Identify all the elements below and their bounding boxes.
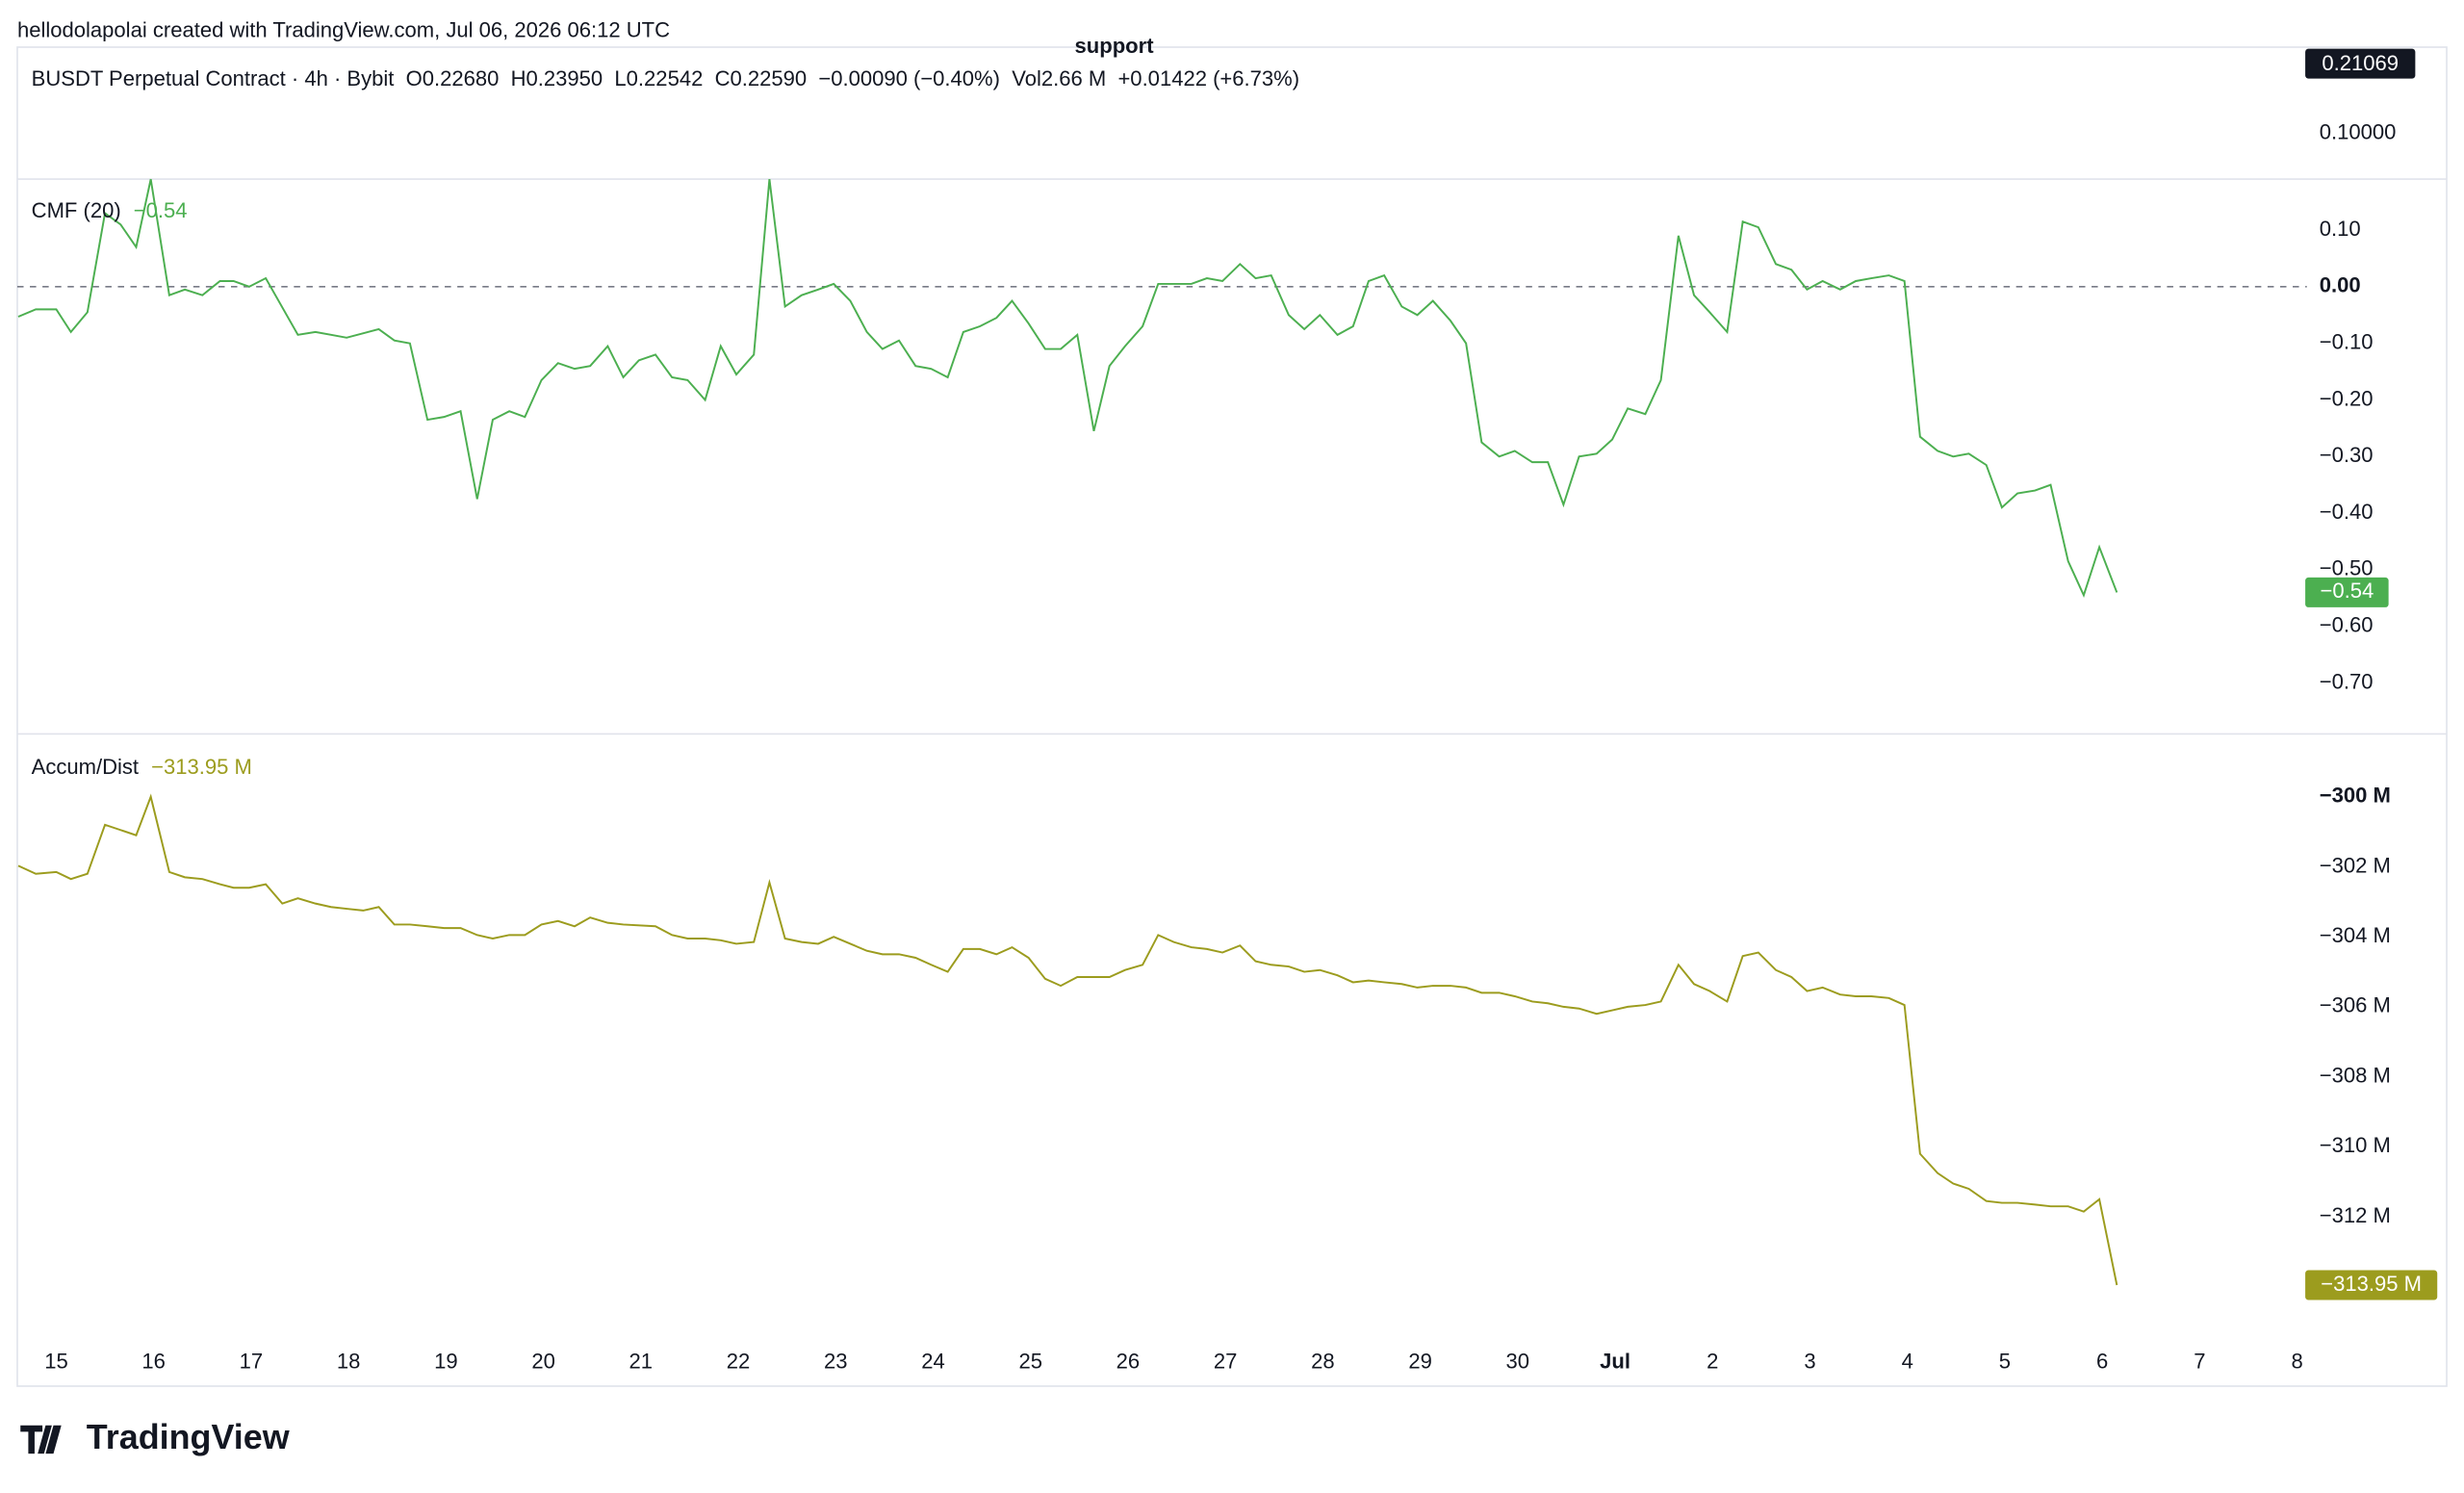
last-value-label: −0.54 bbox=[2320, 579, 2374, 603]
logo-text: TradingView bbox=[87, 1417, 290, 1456]
x-tick-label: 18 bbox=[337, 1349, 361, 1373]
x-tick-label: 25 bbox=[1018, 1349, 1042, 1373]
y-tick-label: −300 M bbox=[2320, 784, 2391, 808]
y-tick-label: 0.10 bbox=[2320, 217, 2361, 241]
x-tick-label: 29 bbox=[1408, 1349, 1432, 1373]
x-tick-label: 28 bbox=[1311, 1349, 1335, 1373]
y-tick-label: −0.60 bbox=[2320, 613, 2374, 637]
y-tick-label: −0.40 bbox=[2320, 500, 2374, 524]
y-tick-label: −304 M bbox=[2320, 923, 2391, 947]
x-tick-label: 30 bbox=[1506, 1349, 1530, 1373]
legend-value: −0.54 bbox=[134, 198, 188, 222]
logo: TradingView bbox=[20, 1417, 290, 1456]
x-tick-label: 4 bbox=[1902, 1349, 1913, 1373]
price-tag-bg bbox=[2305, 48, 2416, 79]
legend-name: CMF (20) bbox=[32, 198, 121, 222]
y-tick-label: −302 M bbox=[2320, 853, 2391, 877]
x-tick-label: 3 bbox=[1804, 1349, 1815, 1373]
x-tick-label: 21 bbox=[629, 1349, 654, 1373]
last-value-label: −313.95 M bbox=[2321, 1272, 2422, 1296]
legend-name: Accum/Dist bbox=[32, 755, 139, 779]
credit: hellodolapolai created with TradingView.… bbox=[17, 17, 670, 41]
x-tick-label: 7 bbox=[2194, 1349, 2205, 1373]
y-tick-label: 0.00 bbox=[2320, 273, 2361, 297]
x-tick-label: 23 bbox=[824, 1349, 848, 1373]
last-value-tag bbox=[2305, 577, 2389, 607]
y-tick-label: −0.10 bbox=[2320, 329, 2374, 353]
y-tick-label: −310 M bbox=[2320, 1133, 2391, 1157]
y-tick-label: −306 M bbox=[2320, 993, 2391, 1017]
last-value-tag bbox=[2305, 1270, 2438, 1300]
legend-value: −313.95 M bbox=[151, 755, 252, 779]
x-tick-label: 5 bbox=[1999, 1349, 2011, 1373]
x-tick-label: 6 bbox=[2096, 1349, 2108, 1373]
x-tick-label: 15 bbox=[44, 1349, 68, 1373]
x-tick-label: 19 bbox=[434, 1349, 458, 1373]
frame bbox=[16, 46, 2448, 1387]
x-tick-label: 20 bbox=[531, 1349, 555, 1373]
y-tick-label: −0.70 bbox=[2320, 669, 2374, 693]
y-tick-label: −0.30 bbox=[2320, 443, 2374, 467]
y-tick-label: −0.50 bbox=[2320, 556, 2374, 580]
y-tick-label: −0.20 bbox=[2320, 386, 2374, 410]
x-tick-label: 24 bbox=[921, 1349, 945, 1373]
x-tick-label: 27 bbox=[1214, 1349, 1238, 1373]
logo-icon bbox=[20, 1425, 62, 1454]
price-tag: 0.21069 bbox=[2322, 51, 2399, 75]
x-tick-label: 26 bbox=[1116, 1349, 1141, 1373]
x-tick-label: Jul bbox=[1600, 1349, 1630, 1373]
y-tick-label: −312 M bbox=[2320, 1203, 2391, 1227]
annotation: support bbox=[1075, 34, 1155, 58]
series-line bbox=[17, 793, 2118, 1286]
x-tick-label: 17 bbox=[240, 1349, 264, 1373]
x-tick-label: 22 bbox=[727, 1349, 751, 1373]
price-axis-label: 0.10000 bbox=[2320, 120, 2397, 144]
x-tick-label: 2 bbox=[1707, 1349, 1718, 1373]
x-tick-label: 16 bbox=[141, 1349, 166, 1373]
series-line bbox=[17, 178, 2118, 599]
y-tick-label: −308 M bbox=[2320, 1063, 2391, 1087]
x-tick-label: 8 bbox=[2291, 1349, 2302, 1373]
symbol-info: BUSDT Perpetual Contract · 4h · Bybit O0… bbox=[32, 66, 1299, 90]
